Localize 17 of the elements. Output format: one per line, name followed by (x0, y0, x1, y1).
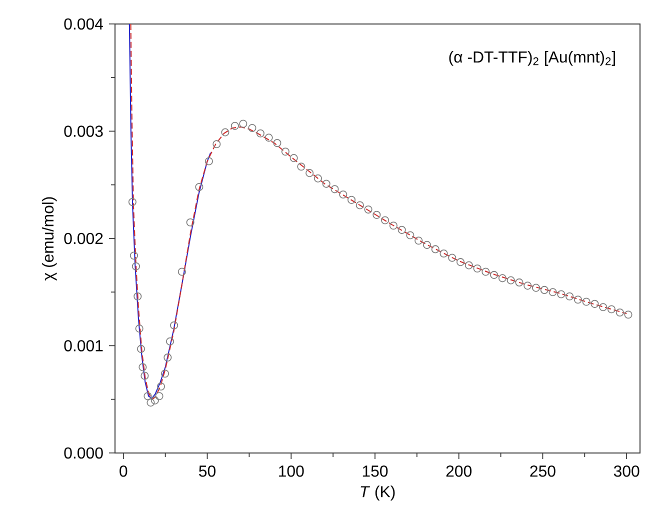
y-tick-label: 0.002 (64, 232, 103, 244)
x-tick-label: 200 (446, 466, 472, 477)
annotation: (α -DT-TTF)$_{2}$ [Au(mnt)$_{2}$] (449, 50, 615, 66)
x-tick-label: 0 (120, 466, 128, 477)
y-tick-label: 0.003 (64, 126, 103, 137)
x-axis-title: T (K) (360, 486, 395, 500)
y-axis-title: χ (emu/mol) (42, 197, 57, 281)
x-tick-label: 300 (614, 466, 640, 477)
x-tick-label: 50 (199, 466, 216, 477)
x-tick-label: 250 (530, 466, 556, 477)
y-tick-label: 0.004 (64, 18, 104, 30)
y-tick-label: 0.001 (64, 340, 103, 352)
line-series (128, 24, 212, 399)
line-series (130, 24, 628, 400)
x-tick-label: 150 (362, 466, 388, 477)
y-tick-label: 0.000 (64, 447, 103, 459)
x-tick-label: 100 (279, 466, 304, 477)
